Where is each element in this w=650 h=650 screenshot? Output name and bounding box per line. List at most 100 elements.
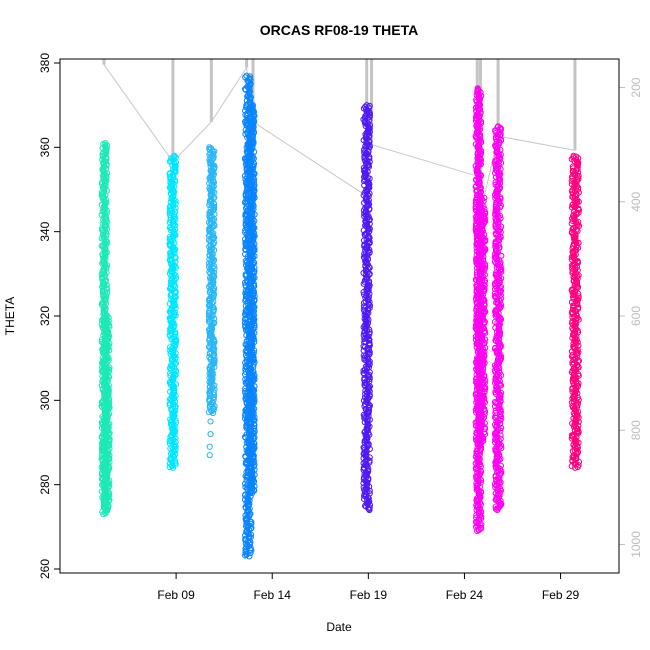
series-1-point — [171, 231, 178, 238]
series-0-point — [101, 318, 109, 325]
y-tick-label-1: 280 — [38, 474, 52, 494]
series-4-point — [360, 237, 368, 244]
y-tick-label-6: 380 — [38, 53, 52, 73]
y-tick-label-3: 320 — [38, 306, 52, 326]
series-4-point — [360, 367, 367, 374]
series-6-point — [568, 256, 575, 263]
series-2-point — [205, 260, 213, 267]
series-6-point — [570, 225, 577, 232]
series-5-point — [477, 110, 484, 117]
x-tick-label-1: Feb 14 — [254, 588, 292, 602]
isolated-point-1 — [207, 430, 214, 438]
series-6-point — [572, 464, 579, 471]
series-1 — [166, 152, 180, 471]
series-6-point — [574, 297, 581, 304]
series-2-point — [206, 219, 213, 226]
series-4-point — [361, 119, 368, 126]
series-4-point — [365, 505, 372, 512]
series-1-point — [166, 173, 174, 180]
series-5-point — [477, 234, 484, 241]
series-2-point — [206, 384, 213, 391]
series-0-point — [101, 319, 108, 326]
series-5-point — [480, 437, 487, 444]
series-5-point — [476, 242, 483, 249]
right-tick-label-2: 600 — [629, 306, 643, 326]
series-0-point — [101, 221, 108, 228]
series-4-point — [363, 108, 370, 115]
series-1-point — [167, 284, 174, 291]
series-4 — [360, 102, 373, 514]
series-5-point — [478, 439, 485, 446]
series-5-point — [478, 314, 485, 321]
series-3-point — [247, 489, 255, 496]
series-3-point — [251, 108, 258, 115]
y-axis-label: THETA — [3, 297, 17, 335]
series-1-point — [172, 254, 179, 261]
series-5-point — [493, 387, 500, 394]
series-0-point — [98, 403, 105, 410]
series-5-point — [494, 506, 501, 514]
series-3-point — [250, 361, 257, 368]
y-tick-label-0: 260 — [38, 559, 52, 579]
series-0-point — [102, 506, 109, 514]
series-3-point — [247, 549, 254, 557]
series-1-point — [167, 223, 174, 230]
series-3-point — [246, 553, 253, 560]
right-tick-label-0: 200 — [629, 77, 643, 97]
series-5-point — [491, 290, 498, 297]
x-axis-label: Date — [326, 620, 352, 634]
series-5 — [472, 85, 505, 535]
series-5-point — [496, 267, 504, 274]
x-tick-label-0: Feb 09 — [157, 588, 195, 602]
right-tick-label-1: 400 — [629, 191, 643, 211]
series-0 — [98, 140, 113, 518]
series-4-point — [361, 178, 368, 185]
series-6-point — [572, 234, 579, 241]
series-6-point — [575, 209, 582, 216]
series-1-point — [168, 248, 175, 256]
series-5-point — [491, 286, 499, 293]
series-6-point — [568, 463, 575, 470]
series-2-point — [207, 160, 215, 168]
series-3-point — [242, 517, 250, 524]
series-6 — [568, 152, 583, 471]
series-5-point — [475, 307, 483, 314]
series-1-point — [167, 347, 174, 354]
x-tick-label-3: Feb 24 — [446, 588, 484, 602]
series-5-point — [480, 358, 487, 365]
series-3-point — [242, 552, 249, 559]
series-2-point — [209, 409, 217, 417]
series-6-point — [574, 463, 581, 471]
series-5-point — [476, 171, 483, 178]
series-2-point — [208, 408, 215, 415]
series-0-point — [105, 480, 112, 487]
series-5-point — [482, 215, 489, 222]
series-3-point — [251, 322, 258, 329]
series-6-point — [569, 375, 577, 382]
series-6-point — [569, 265, 576, 272]
chart-title: ORCAS RF08-19 THETA — [260, 22, 418, 38]
series-5-point — [495, 169, 503, 176]
series-2-point — [207, 173, 215, 180]
series-3-point — [249, 404, 256, 411]
series-3-point — [248, 263, 255, 270]
series-5-point — [497, 304, 504, 311]
series-4-point — [361, 173, 368, 180]
x-tick-label-4: Feb 29 — [542, 588, 580, 602]
series-3-point — [250, 173, 257, 180]
series-5-point — [482, 336, 489, 343]
series-3-point — [249, 490, 256, 497]
data-marks-layer — [98, 72, 583, 560]
series-2-point — [205, 409, 213, 416]
series-4-point — [362, 325, 369, 332]
series-5-point — [492, 506, 500, 513]
series-1-point — [167, 307, 174, 314]
right-tick-label-4: 1000 — [629, 531, 643, 558]
series-6-point — [574, 259, 582, 266]
series-3-point — [242, 348, 249, 355]
series-0-point — [99, 283, 106, 290]
series-1-point — [169, 464, 177, 471]
right-tick-label-3: 800 — [629, 420, 643, 440]
isolated-point-0 — [207, 418, 214, 425]
series-4-point — [366, 506, 373, 514]
